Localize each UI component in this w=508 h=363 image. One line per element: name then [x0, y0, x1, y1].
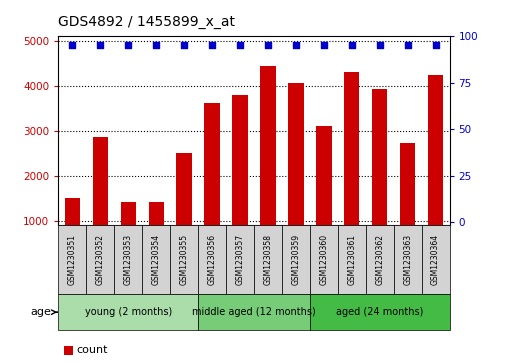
Point [208, 42, 216, 48]
Text: GSM1230353: GSM1230353 [124, 234, 133, 285]
Bar [232, 95, 248, 265]
Bar [92, 136, 108, 265]
Bar [148, 202, 164, 265]
Bar [316, 126, 332, 265]
Text: GSM1230355: GSM1230355 [180, 234, 188, 285]
Point [375, 42, 384, 48]
Text: GSM1230362: GSM1230362 [375, 234, 384, 285]
Point [292, 42, 300, 48]
Text: GSM1230359: GSM1230359 [292, 234, 300, 285]
Text: GSM1230358: GSM1230358 [264, 234, 272, 285]
Point [96, 42, 104, 48]
Text: GSM1230356: GSM1230356 [208, 234, 216, 285]
Bar [120, 202, 136, 265]
Text: count: count [77, 345, 108, 355]
Point [431, 42, 439, 48]
Text: young (2 months): young (2 months) [85, 307, 172, 317]
Bar [65, 198, 80, 265]
Text: GSM1230357: GSM1230357 [236, 234, 244, 285]
Text: GSM1230364: GSM1230364 [431, 234, 440, 285]
Point [347, 42, 356, 48]
Text: GDS4892 / 1455899_x_at: GDS4892 / 1455899_x_at [58, 15, 235, 29]
Point [180, 42, 188, 48]
Text: age: age [30, 307, 51, 317]
Bar [428, 76, 443, 265]
Text: GSM1230363: GSM1230363 [403, 234, 412, 285]
Text: aged (24 months): aged (24 months) [336, 307, 423, 317]
Bar [288, 83, 304, 265]
Bar [176, 153, 192, 265]
Point [236, 42, 244, 48]
Text: GSM1230351: GSM1230351 [68, 234, 77, 285]
Point [68, 42, 76, 48]
Bar [344, 72, 360, 265]
Point [264, 42, 272, 48]
Bar [260, 66, 276, 265]
Bar [204, 103, 220, 265]
Text: GSM1230352: GSM1230352 [96, 234, 105, 285]
Point [152, 42, 160, 48]
Text: GSM1230360: GSM1230360 [320, 234, 328, 285]
Point [403, 42, 411, 48]
Text: middle aged (12 months): middle aged (12 months) [192, 307, 316, 317]
Point [320, 42, 328, 48]
Bar [400, 143, 416, 265]
Point [124, 42, 132, 48]
Text: GSM1230361: GSM1230361 [347, 234, 356, 285]
Bar [372, 89, 388, 265]
Text: GSM1230354: GSM1230354 [152, 234, 161, 285]
